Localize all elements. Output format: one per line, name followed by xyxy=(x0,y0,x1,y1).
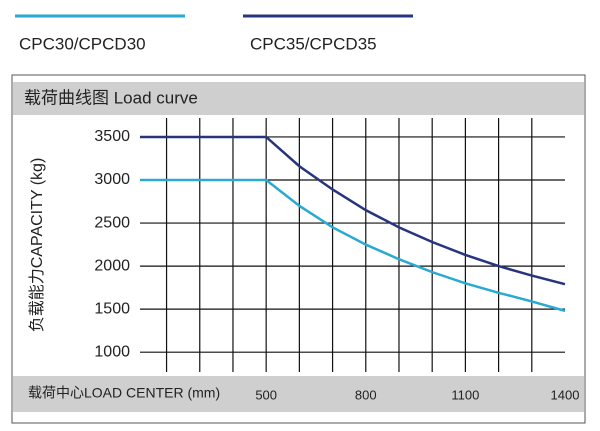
frame xyxy=(11,74,586,424)
y-tick-label: 3500 xyxy=(94,128,130,145)
title-bar xyxy=(13,82,584,115)
x-tick-label: 1400 xyxy=(551,387,580,402)
y-tick-label: 1500 xyxy=(94,300,130,317)
x-axis-title: 载荷中心LOAD CENTER (mm) xyxy=(28,385,220,401)
x-tick-label: 500 xyxy=(255,387,277,402)
y-tick-label: 1000 xyxy=(94,343,130,360)
x-axis-bar xyxy=(13,376,584,412)
chart-title: 载荷曲线图 Load curve xyxy=(24,88,198,107)
series-line xyxy=(140,135,566,286)
x-tick-label: 800 xyxy=(355,387,377,402)
series-line xyxy=(140,178,566,313)
y-axis-title: 负载能力CAPACITY (kg) xyxy=(28,158,46,333)
x-tick-label: 1100 xyxy=(451,387,479,402)
y-tick-label: 2000 xyxy=(94,257,130,274)
legend-label: CPC30/CPCD30 xyxy=(19,34,146,53)
y-tick-label: 2500 xyxy=(94,214,130,231)
legend-label: CPC35/CPCD35 xyxy=(250,34,377,53)
y-tick-label: 3000 xyxy=(94,171,130,188)
